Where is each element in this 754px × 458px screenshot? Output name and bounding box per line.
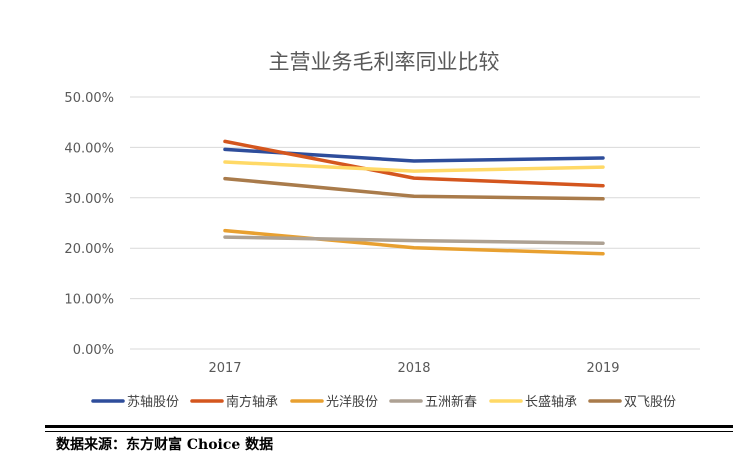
legend-label: 苏轴股份	[127, 394, 179, 410]
source-note: 数据来源：东方财富 Choice 数据	[56, 437, 274, 453]
x-tick-label: 2019	[586, 361, 619, 376]
legend: 苏轴股份 南方轴承 光洋股份 五洲新春 长盛轴承 双飞股份	[91, 394, 676, 410]
series-line	[223, 139, 605, 188]
legend-label: 双飞股份	[624, 395, 676, 410]
footer-rule-thin	[45, 431, 733, 432]
legend-label: 光洋股份	[326, 395, 378, 410]
gridlines	[130, 96, 700, 350]
y-tick-label: 50.00%	[64, 91, 114, 106]
series-line	[223, 228, 605, 256]
legend-label: 五洲新春	[425, 394, 477, 410]
y-tick-label: 10.00%	[64, 293, 114, 308]
footer-rule-thick	[45, 425, 733, 428]
legend-item: 苏轴股份	[91, 394, 179, 410]
x-axis-ticks: 2017 2018 2019	[208, 361, 619, 376]
y-tick-label: 0.00%	[73, 343, 114, 358]
legend-item: 双飞股份	[588, 395, 676, 410]
series-line	[223, 176, 605, 201]
line-chart: 主营业务毛利率同业比较 0.00% 10.00% 20.00% 30.00% 40.00…	[64, 50, 700, 410]
y-tick-label: 20.00%	[64, 242, 114, 257]
legend-label: 长盛轴承	[525, 395, 577, 410]
legend-item: 光洋股份	[290, 395, 378, 410]
y-tick-label: 30.00%	[64, 192, 114, 207]
legend-item: 长盛轴承	[489, 395, 577, 410]
x-tick-label: 2017	[208, 361, 241, 376]
series-line	[223, 160, 605, 173]
legend-label: 南方轴承	[226, 394, 278, 410]
legend-item: 五洲新春	[389, 394, 477, 410]
series-line	[223, 235, 605, 245]
legend-item: 南方轴承	[190, 394, 278, 410]
y-axis-ticks: 0.00% 10.00% 20.00% 30.00% 40.00% 50.00%	[64, 91, 114, 358]
chart-title: 主营业务毛利率同业比较	[269, 50, 500, 74]
y-tick-label: 40.00%	[64, 141, 114, 156]
x-tick-label: 2018	[397, 361, 430, 376]
series-lines	[223, 139, 605, 256]
